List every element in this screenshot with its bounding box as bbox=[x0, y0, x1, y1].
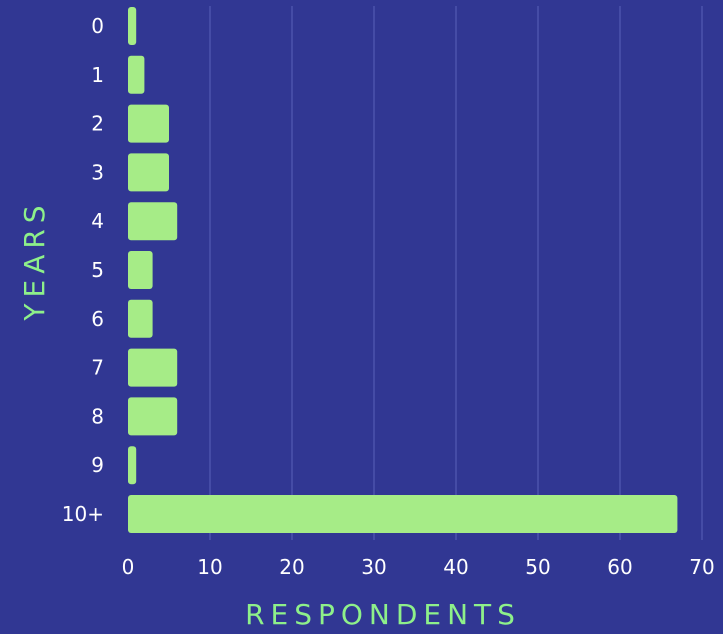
y-tick-labels: 0 1 2 3 4 5 6 7 8 9 10+ bbox=[62, 14, 104, 526]
bar-2 bbox=[128, 104, 169, 143]
bar-9 bbox=[128, 446, 137, 485]
y-axis-title: YEARS bbox=[18, 199, 51, 321]
bar-8 bbox=[128, 397, 178, 436]
y-tick-label-1: 1 bbox=[91, 63, 104, 87]
bar-7 bbox=[128, 348, 178, 387]
bar-4 bbox=[128, 202, 178, 241]
x-tick-label-20: 20 bbox=[279, 555, 304, 579]
y-tick-label-7: 7 bbox=[91, 356, 104, 380]
x-tick-label-0: 0 bbox=[122, 555, 135, 579]
x-tick-label-50: 50 bbox=[525, 555, 550, 579]
y-tick-label-4: 4 bbox=[91, 209, 104, 233]
y-tick-label-6: 6 bbox=[91, 307, 104, 331]
x-tick-label-60: 60 bbox=[607, 555, 632, 579]
y-tick-label-3: 3 bbox=[91, 160, 104, 184]
y-tick-label-10+: 10+ bbox=[62, 502, 104, 526]
y-tick-label-2: 2 bbox=[91, 112, 104, 136]
x-tick-labels: 0 10 20 30 40 50 60 70 bbox=[122, 555, 715, 579]
y-tick-label-8: 8 bbox=[91, 404, 104, 428]
x-tick-label-30: 30 bbox=[361, 555, 386, 579]
x-tick-label-40: 40 bbox=[443, 555, 468, 579]
x-axis-title: RESPONDENTS bbox=[245, 598, 521, 631]
bar-3 bbox=[128, 153, 169, 192]
grid-lines bbox=[209, 6, 703, 540]
y-tick-label-0: 0 bbox=[91, 14, 104, 38]
y-tick-label-9: 9 bbox=[91, 453, 104, 477]
y-tick-label-5: 5 bbox=[91, 258, 104, 282]
x-tick-label-70: 70 bbox=[689, 555, 714, 579]
bar-6 bbox=[128, 299, 153, 338]
bar-0 bbox=[128, 7, 137, 45]
bar-1 bbox=[128, 55, 145, 94]
bars bbox=[128, 7, 678, 533]
bar-5 bbox=[128, 251, 153, 289]
x-tick-label-10: 10 bbox=[197, 555, 222, 579]
bar-10+ bbox=[128, 495, 678, 533]
